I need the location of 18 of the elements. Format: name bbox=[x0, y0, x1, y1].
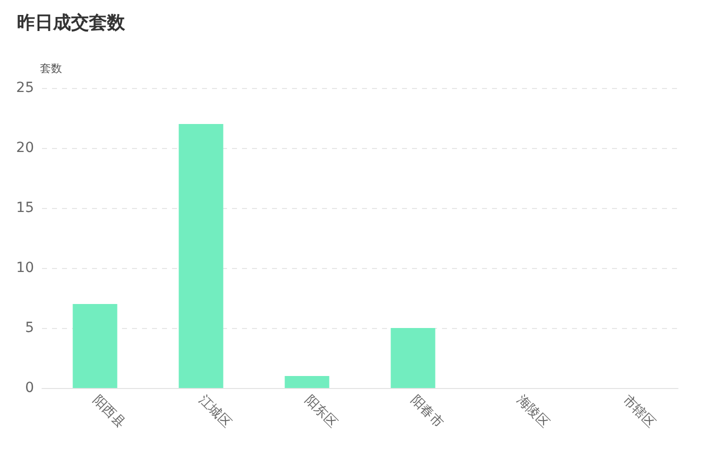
y-axis-title: 套数 bbox=[40, 62, 62, 75]
y-tick-label: 10 bbox=[16, 260, 34, 276]
bar bbox=[284, 376, 330, 388]
y-tick-label: 25 bbox=[16, 80, 34, 96]
y-tick-label: 5 bbox=[25, 320, 34, 336]
y-tick-label: 0 bbox=[25, 380, 34, 396]
x-tick-label: 江城区 bbox=[196, 392, 234, 431]
bar bbox=[390, 328, 436, 388]
y-tick-label: 15 bbox=[16, 200, 34, 216]
y-tick-label: 20 bbox=[16, 140, 34, 156]
bar bbox=[178, 124, 224, 388]
x-tick-label: 海陵区 bbox=[514, 392, 552, 431]
x-tick-label: 市辖区 bbox=[620, 392, 658, 431]
x-tick-label: 阳东区 bbox=[302, 392, 340, 431]
x-tick-label: 阳西县 bbox=[90, 392, 128, 431]
chart-title: 昨日成交套数 bbox=[17, 12, 126, 34]
bar bbox=[72, 304, 118, 388]
x-tick-label: 阳春市 bbox=[408, 392, 446, 431]
